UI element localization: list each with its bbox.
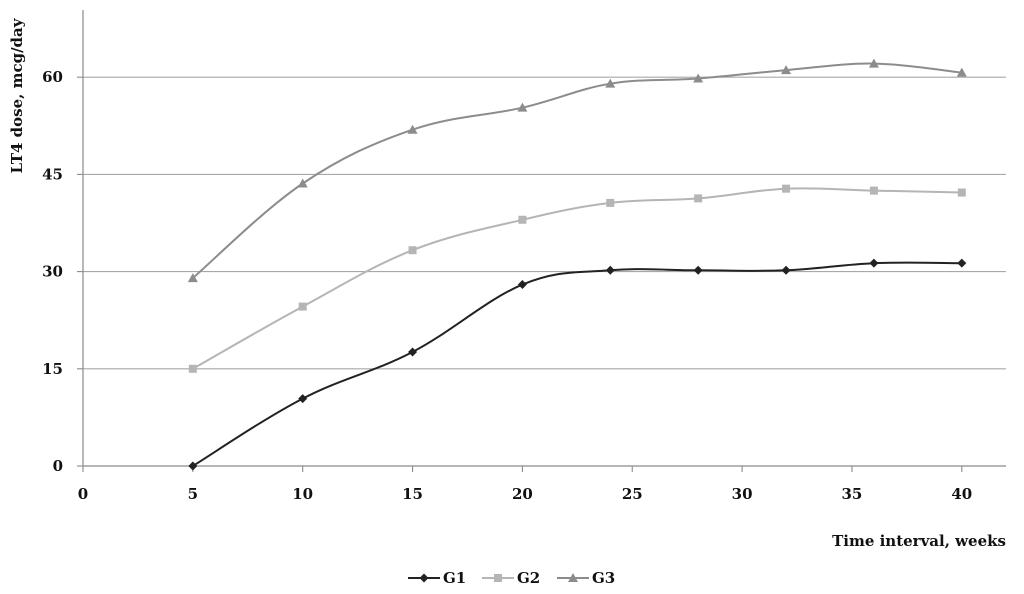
data-point-g1	[869, 258, 879, 268]
data-point-g2	[782, 184, 791, 193]
legend-label-g2: G2	[517, 569, 540, 587]
data-point-g3	[693, 73, 704, 83]
y-axis-title: LT4 dose, mcg/day	[8, 17, 26, 173]
legend-marker-g3	[568, 573, 578, 582]
legend-marker-g1	[419, 573, 429, 583]
legend-label-g1: G1	[443, 569, 466, 587]
data-point-g1	[408, 347, 418, 357]
series-line-g3	[192, 62, 962, 279]
x-tick-label: 15	[402, 485, 423, 503]
data-point-g3	[781, 65, 792, 75]
y-tick-label: 0	[53, 457, 63, 475]
series-line-g2	[192, 187, 962, 370]
data-point-g1	[957, 258, 967, 268]
data-point-g1	[298, 394, 308, 404]
data-point-g1	[188, 461, 198, 471]
x-tick-label: 20	[512, 485, 533, 503]
data-point-g1	[693, 265, 703, 275]
legend-marker-g2	[494, 574, 502, 582]
legend-label-g3: G3	[592, 569, 615, 587]
data-point-g1	[781, 265, 791, 275]
x-tick-label: 0	[78, 485, 88, 503]
x-tick-label: 10	[292, 485, 313, 503]
x-tick-label: 5	[188, 485, 198, 503]
x-tick-label: 30	[732, 485, 753, 503]
data-point-g2	[518, 215, 527, 224]
y-tick-label: 30	[42, 263, 63, 281]
data-point-g2	[298, 302, 307, 311]
data-point-g3	[187, 273, 198, 283]
series-line-g1	[192, 261, 962, 467]
series-lines	[192, 62, 962, 467]
data-point-g3	[407, 124, 418, 134]
x-tick-label: 40	[951, 485, 972, 503]
x-tick-label: 25	[622, 485, 643, 503]
data-point-g3	[956, 67, 967, 77]
data-point-g3	[868, 58, 879, 68]
data-point-g2	[957, 188, 966, 197]
data-point-g3	[605, 78, 616, 88]
gridlines	[83, 76, 1006, 370]
series-markers	[187, 58, 967, 471]
data-point-g2	[408, 246, 417, 255]
data-point-g2	[694, 194, 703, 203]
data-point-g2	[869, 186, 878, 195]
x-axis-title: Time interval, weeks	[832, 532, 1006, 550]
data-point-g2	[188, 364, 197, 373]
legend: G1 G2 G3	[408, 569, 615, 587]
y-axis-ticks: 0 15 30 45 60	[42, 68, 83, 475]
data-point-g3	[517, 102, 528, 112]
data-point-g1	[605, 265, 615, 275]
x-tick-label: 35	[842, 485, 863, 503]
data-point-g2	[606, 198, 615, 207]
y-tick-label: 45	[42, 165, 63, 183]
y-tick-label: 15	[42, 360, 63, 378]
y-tick-label: 60	[42, 68, 63, 86]
x-axis-ticks: 0 5 10 15 20 25 30 35 40	[78, 466, 972, 503]
data-point-g3	[297, 178, 308, 188]
data-point-g1	[517, 280, 527, 290]
